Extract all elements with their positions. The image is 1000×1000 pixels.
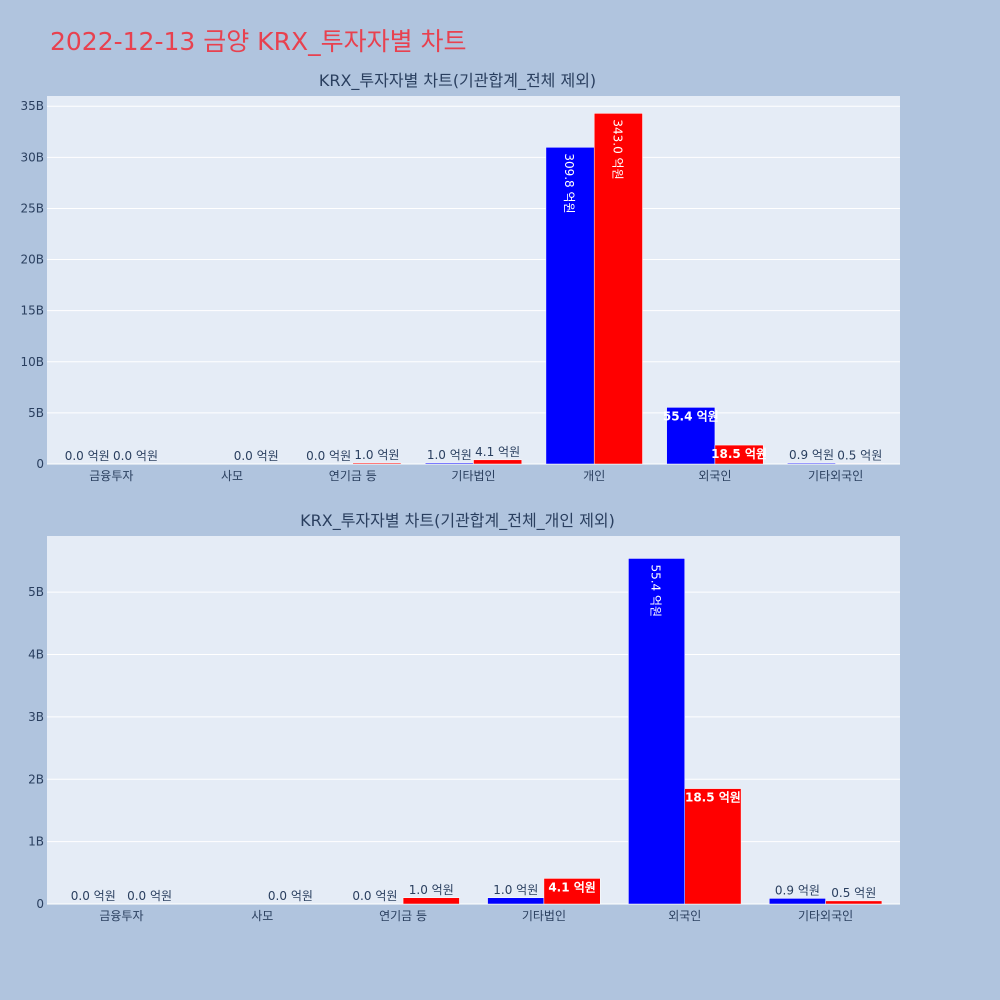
bar [666, 407, 716, 465]
bar [543, 878, 601, 905]
y-tick-label: 10B [20, 355, 44, 369]
bar [545, 147, 595, 465]
x-tick-label: 연기금 등 [329, 469, 377, 483]
bar-data-label: 0.0 억원 [65, 449, 110, 463]
y-tick-label: 35B [20, 99, 44, 113]
x-tick-label: 외국인 [698, 469, 731, 483]
x-tick-label: 기타법인 [522, 909, 566, 923]
bar-data-label: 0.5 억원 [837, 448, 882, 462]
x-tick-label: 사모 [221, 469, 243, 483]
bar-data-label: 0.0 억원 [127, 889, 172, 903]
y-tick-label: 0 [36, 457, 44, 471]
x-tick-label: 연기금 등 [379, 909, 427, 923]
bar-data-label: 1.0 억원 [493, 883, 538, 897]
bar-data-label: 1.0 억원 [409, 883, 454, 897]
y-tick-label: 1B [28, 835, 44, 849]
bar [352, 462, 402, 465]
bar-data-label: 55.4 억원 [663, 409, 719, 423]
bar-data-label: 0.5 억원 [831, 886, 876, 900]
bar-data-label: 0.0 억원 [113, 449, 158, 463]
bar-data-label: 1.0 억원 [427, 448, 472, 462]
chart-title: KRX_투자자별 차트(기관합계_전체_개인 제외) [300, 511, 615, 531]
x-tick-label: 금융투자 [99, 909, 143, 923]
bar [825, 900, 883, 905]
y-tick-label: 30B [20, 150, 44, 164]
x-tick-label: 기타법인 [451, 469, 495, 483]
bar [787, 462, 836, 465]
bar [487, 897, 545, 905]
bar [628, 558, 686, 905]
bar-data-label: 0.0 억원 [306, 449, 351, 463]
x-tick-label: 금융투자 [89, 469, 133, 483]
bar-data-label: 0.0 억원 [352, 889, 397, 903]
y-tick-label: 5B [28, 585, 44, 599]
bar [593, 113, 643, 465]
bar-data-label: 0.9 억원 [789, 448, 834, 462]
bar [424, 462, 474, 465]
x-tick-label: 개인 [583, 469, 605, 483]
bar-data-label: 18.5 억원 [711, 447, 767, 461]
bar-data-label: 18.5 억원 [685, 791, 741, 805]
x-tick-label: 외국인 [668, 909, 701, 923]
y-tick-label: 5B [28, 406, 44, 420]
y-tick-label: 25B [20, 201, 44, 215]
y-tick-label: 15B [20, 304, 44, 318]
bar [684, 788, 742, 905]
bar-data-label: 0.0 억원 [268, 889, 313, 903]
bar [714, 444, 764, 465]
plot-area [47, 536, 900, 904]
x-tick-label: 기타외국인 [798, 909, 853, 923]
y-tick-label: 2B [28, 772, 44, 786]
bar-data-label: 4.1 억원 [475, 445, 520, 459]
bar-data-label: 309.8 억원 [562, 153, 576, 213]
bar-data-label: 0.0 억원 [234, 449, 279, 463]
bar-data-label: 343.0 억원 [610, 119, 624, 179]
bar-data-label: 4.1 억원 [548, 880, 596, 894]
y-tick-label: 0 [36, 897, 44, 911]
y-tick-label: 20B [20, 253, 44, 267]
investor-chart-top: KRX_투자자별 차트(기관합계_전체 제외) 0 5B 10B 15B 20B 25B 30… [20, 71, 900, 483]
x-tick-label: 기타외국인 [808, 469, 863, 483]
y-tick-label: 3B [28, 710, 44, 724]
bar [473, 459, 523, 465]
y-tick-label: 4B [28, 648, 44, 662]
investor-chart-bottom: KRX_투자자별 차트(기관합계_전체_개인 제외) 0 1B 2B 3B 4B 5B 금융투… [28, 511, 900, 923]
bar-data-label: 55.4 억원 [649, 564, 663, 617]
bar [835, 463, 885, 465]
plot-area [47, 96, 900, 464]
bar-data-label: 1.0 억원 [354, 448, 399, 462]
page-title: 2022-12-13 금양 KRX_투자자별 차트 [50, 27, 467, 56]
chart-title: KRX_투자자별 차트(기관합계_전체 제외) [319, 71, 596, 91]
bar [402, 897, 460, 905]
bar-data-label: 0.0 억원 [71, 889, 116, 903]
bar [769, 898, 826, 905]
x-tick-label: 사모 [251, 909, 273, 923]
bar-data-label: 0.9 억원 [775, 883, 820, 897]
